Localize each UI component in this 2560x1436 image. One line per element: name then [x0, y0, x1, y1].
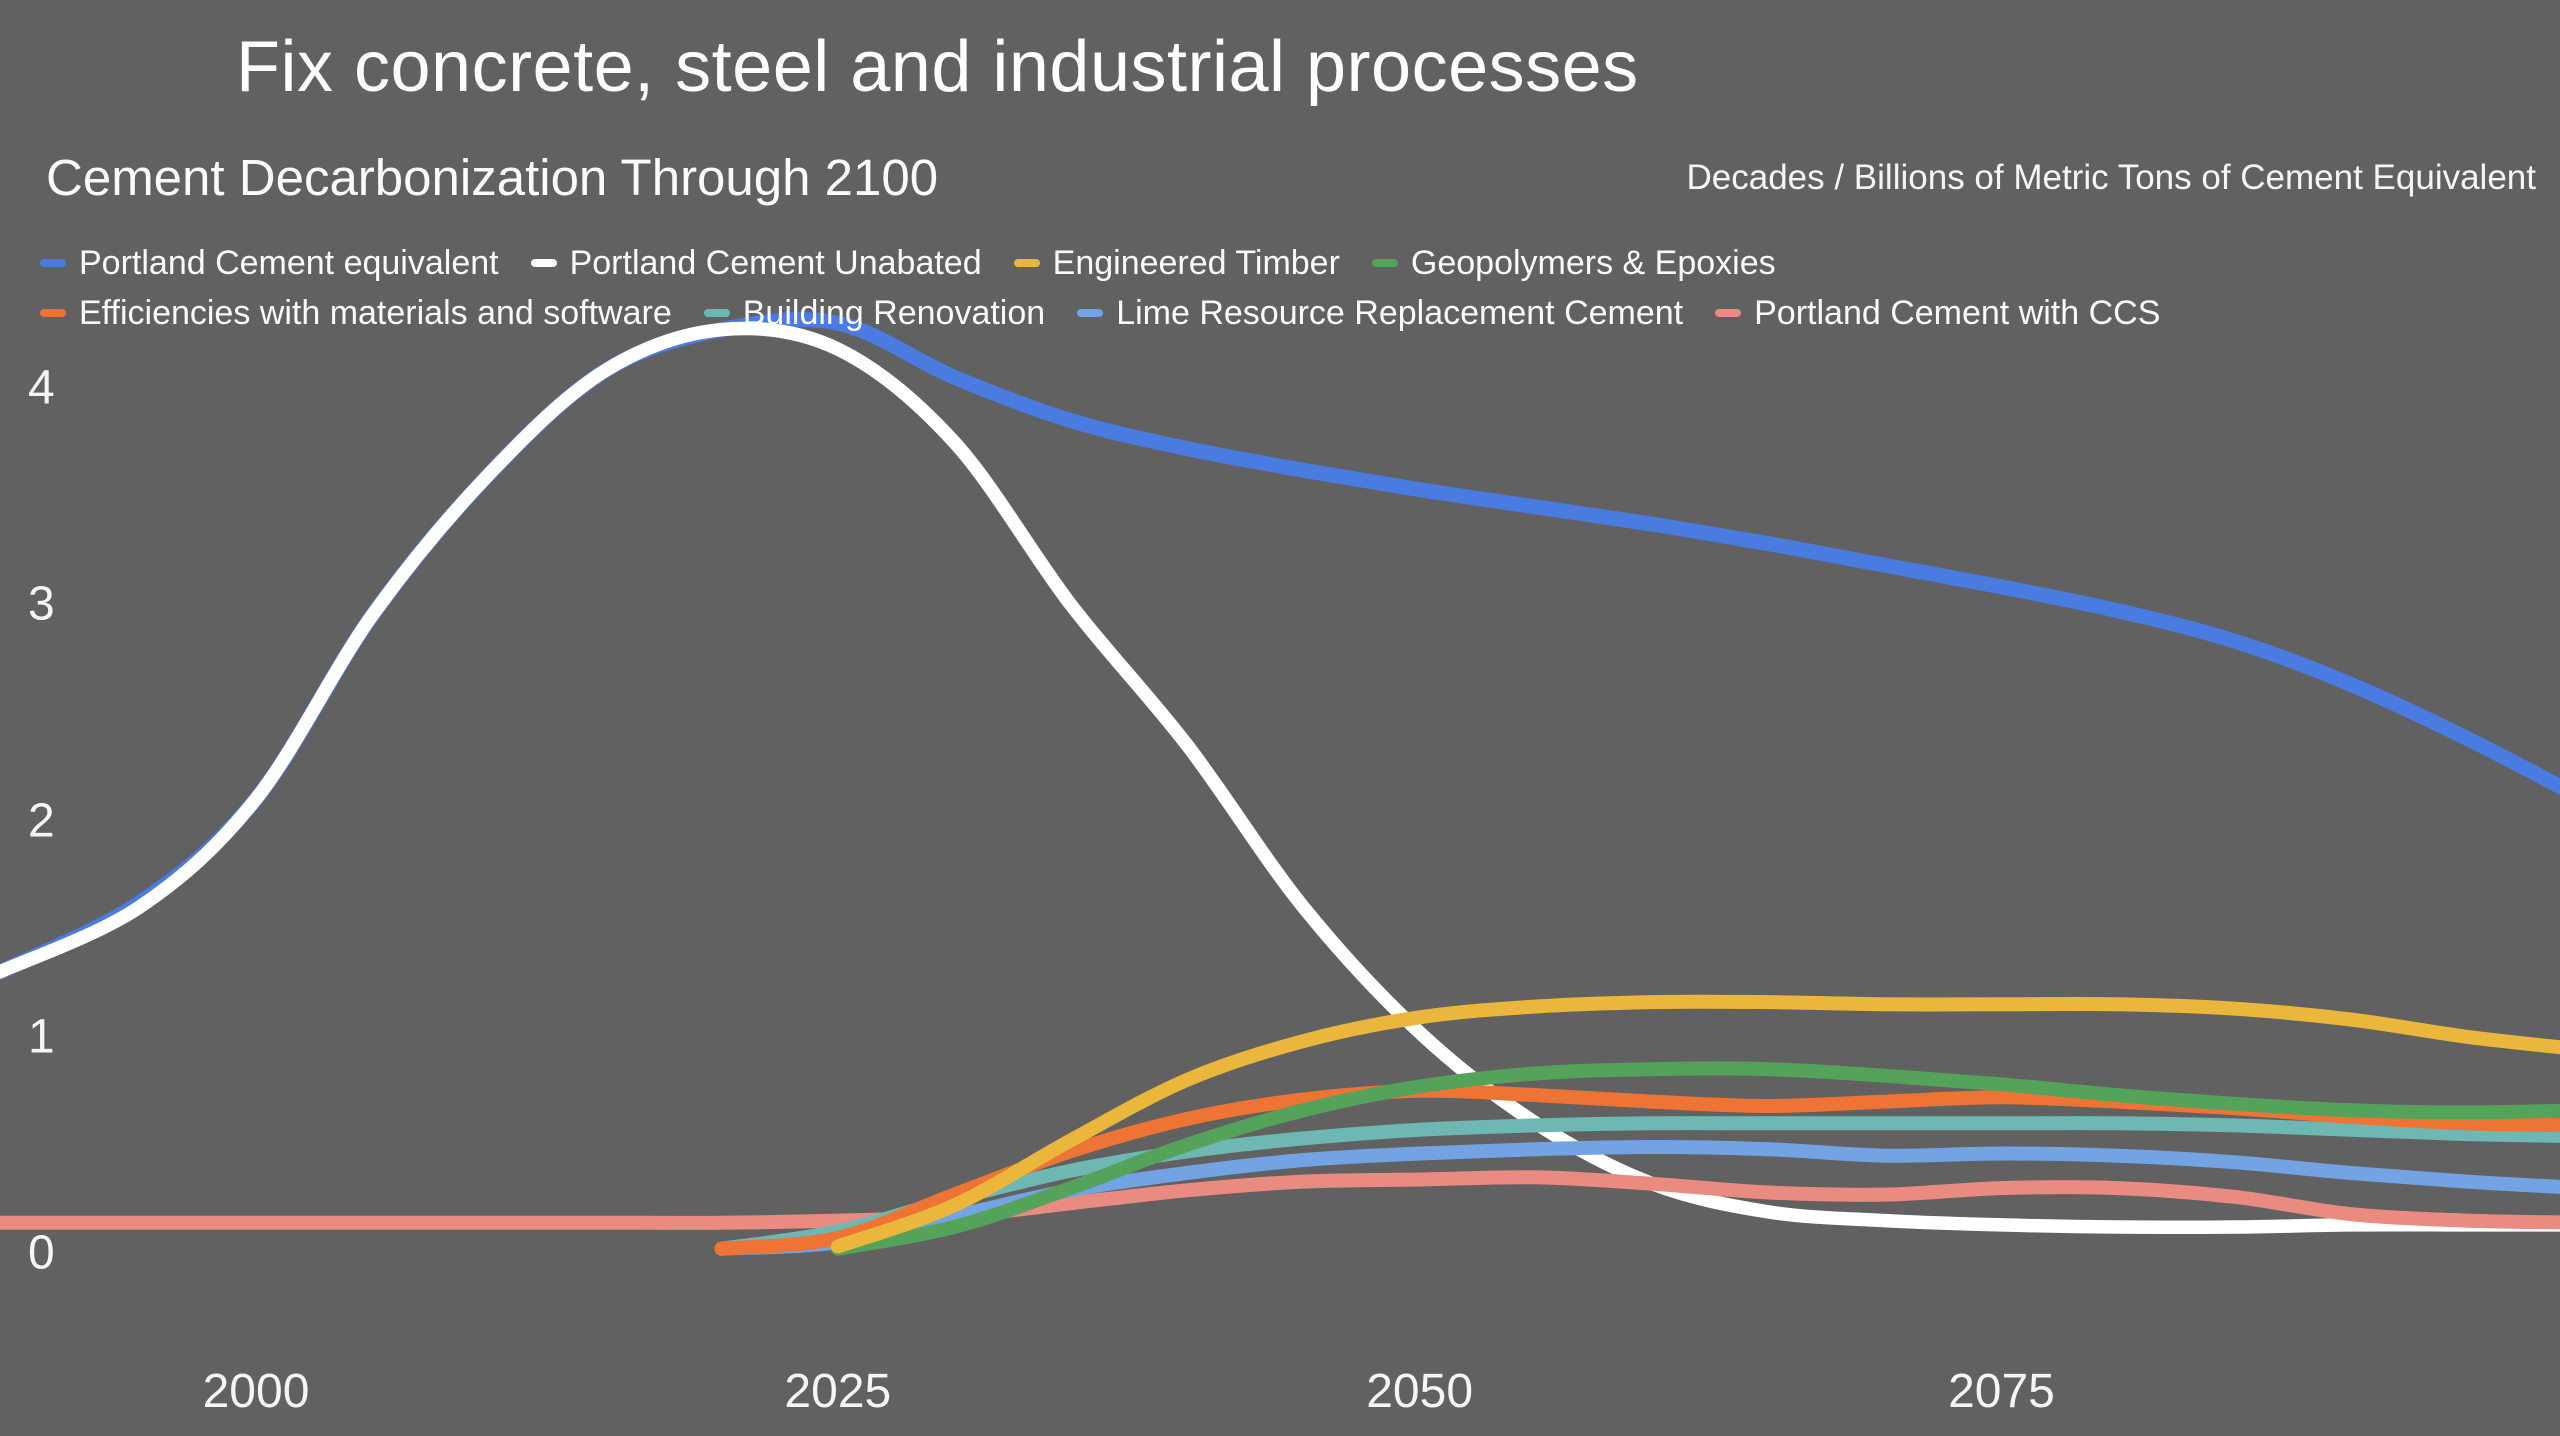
legend-swatch-icon: [40, 259, 66, 267]
axis-units-label: Decades / Billions of Metric Tons of Cem…: [1686, 157, 2537, 197]
legend-label: Portland Cement Unabated: [569, 243, 982, 282]
x-axis-label: 2000: [202, 1365, 310, 1418]
legend-label: Efficiencies with materials and software: [79, 293, 672, 332]
y-axis-label: 4: [28, 361, 55, 415]
legend-label: Portland Cement with CCS: [1754, 293, 2161, 332]
legend-item-portland-cement-equivalent: Portland Cement equivalent: [40, 244, 499, 283]
legend-item-portland-cement-ccs: Portland Cement with CCS: [1715, 294, 2160, 333]
legend-label: Lime Resource Replacement Cement: [1116, 293, 1684, 332]
legend-swatch-icon: [1371, 259, 1398, 267]
legend-swatch-icon: [703, 309, 730, 317]
legend-row-2: Efficiencies with materials and software…: [40, 288, 2160, 338]
series-line-engineered-timber: [830, 994, 2560, 1254]
y-axis-label: 2: [28, 794, 55, 847]
page-title: Fix concrete, steel and industrial proce…: [236, 27, 1639, 107]
legend-swatch-icon: [40, 309, 66, 317]
y-axis-label: 3: [28, 577, 55, 631]
legend-label: Engineered Timber: [1052, 243, 1340, 282]
legend-item-portland-cement-unabated: Portland Cement Unabated: [530, 243, 982, 283]
legend-swatch-icon: [1013, 259, 1040, 267]
x-axis-label: 2075: [1948, 1365, 2055, 1418]
legend-item-building-renovation: Building Renovation: [703, 293, 1046, 333]
legend-item-lime-resource-replacement-cement: Lime Resource Replacement Cement: [1077, 294, 1683, 333]
x-axis-label: 2050: [1366, 1365, 1474, 1418]
chart-title: Cement Decarbonization Through 2100: [46, 149, 939, 206]
legend-label: Building Renovation: [742, 293, 1046, 332]
x-axis-label: 2025: [784, 1365, 892, 1418]
legend-label: Portland Cement equivalent: [79, 243, 499, 282]
series-line-geopolymers-epoxies: [830, 1061, 2560, 1256]
legend-item-engineered-timber: Engineered Timber: [1013, 243, 1340, 283]
chart-header: Cement Decarbonization Through 2100 Deca…: [46, 148, 2536, 207]
y-axis-label: 0: [28, 1226, 55, 1280]
series-line-portland-cement-ccs: [0, 1170, 2560, 1230]
legend-item-efficiencies-materials-software: Efficiencies with materials and software: [40, 294, 672, 333]
legend-item-geopolymers-epoxies: Geopolymers & Epoxies: [1371, 243, 1776, 283]
legend-swatch-icon: [530, 259, 557, 267]
legend-label: Geopolymers & Epoxies: [1410, 243, 1776, 282]
legend-swatch-icon: [1077, 309, 1104, 317]
series-line-building-renovation: [714, 1116, 2560, 1256]
y-axis-label: 1: [28, 1010, 55, 1064]
legend-swatch-icon: [1715, 309, 1742, 317]
series-line-portland-cement-unabated: [0, 321, 2560, 1235]
legend-row-1: Portland Cement equivalent Portland Cemen…: [40, 238, 2160, 288]
legend: Portland Cement equivalent Portland Cemen…: [40, 238, 2160, 338]
